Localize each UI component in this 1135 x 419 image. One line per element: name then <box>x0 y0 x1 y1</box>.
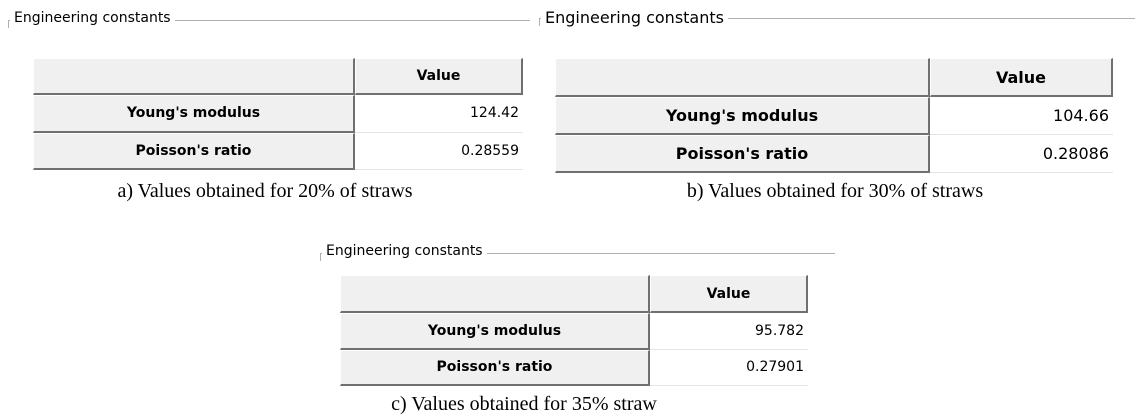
group-box <box>8 20 530 28</box>
value-cell: 0.28086 <box>930 135 1113 173</box>
column-header: Value <box>930 58 1113 97</box>
value-cell: 0.28559 <box>355 132 523 170</box>
row-header: Poisson's ratio <box>33 132 355 170</box>
row-header: Young's modulus <box>340 313 650 350</box>
row-header: Poisson's ratio <box>340 349 650 386</box>
caption: c) Values obtained for 35% straw <box>391 393 657 415</box>
group-box <box>320 253 835 261</box>
value-cell: 104.66 <box>930 97 1113 135</box>
group-box <box>539 18 1135 26</box>
header-blank <box>33 58 355 95</box>
row-header: Young's modulus <box>555 97 930 135</box>
panel: Engineering constants Value Young's modulu… <box>312 235 835 419</box>
header-blank <box>555 58 930 97</box>
table: Value Young's modulus 124.42 Poisson's rati… <box>33 58 523 170</box>
caption: b) Values obtained for 30% of straws <box>686 180 984 202</box>
group-title: Engineering constants <box>322 243 487 259</box>
column-header: Value <box>650 275 808 313</box>
value-cell: 95.782 <box>650 313 808 350</box>
panel: Engineering constants Value Young's modulu… <box>0 0 530 202</box>
value-cell: 124.42 <box>355 95 523 133</box>
group-title: Engineering constants <box>10 10 175 26</box>
caption: a) Values obtained for 20% of straws <box>117 180 413 202</box>
column-header: Value <box>355 58 523 95</box>
table: Value Young's modulus 95.782 Poisson's rati… <box>340 275 808 386</box>
panel: Engineering constants Value Young's modulu… <box>533 0 1135 202</box>
value-cell: 0.27901 <box>650 349 808 386</box>
row-header: Young's modulus <box>33 95 355 133</box>
row-header: Poisson's ratio <box>555 135 930 173</box>
header-blank <box>340 275 650 313</box>
table: Value Young's modulus 104.66 Poisson's rati… <box>555 58 1113 173</box>
group-title: Engineering constants <box>541 8 728 27</box>
